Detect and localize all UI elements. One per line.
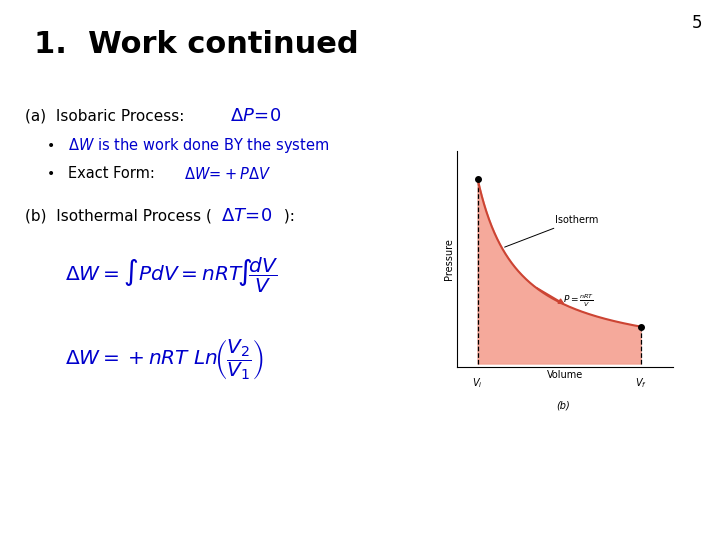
Text: 5: 5 [691, 14, 702, 31]
Text: Isotherm: Isotherm [505, 214, 598, 247]
Text: •: • [47, 167, 55, 181]
Text: $\Delta W\!=\!+P\Delta V$: $\Delta W\!=\!+P\Delta V$ [184, 166, 271, 182]
X-axis label: Volume: Volume [547, 370, 583, 380]
Text: 1.  Work continued: 1. Work continued [34, 30, 359, 59]
Text: ):: ): [279, 208, 295, 224]
Text: $\Delta W = +nRT\ Ln\!\left(\dfrac{V_2}{V_1}\right)$: $\Delta W = +nRT\ Ln\!\left(\dfrac{V_2}{… [65, 336, 264, 382]
Text: (b): (b) [557, 401, 570, 410]
Text: •: • [47, 139, 55, 153]
Text: $\Delta W$ is the work done BY the system: $\Delta W$ is the work done BY the syste… [68, 136, 330, 156]
Text: $\Delta W = \int PdV = nRT\!\int\!\dfrac{dV}{V}$: $\Delta W = \int PdV = nRT\!\int\!\dfrac… [65, 256, 279, 295]
Text: $\Delta P\!=\!0$: $\Delta P\!=\!0$ [230, 107, 282, 125]
Text: $P = \frac{nRT}{V}$: $P = \frac{nRT}{V}$ [563, 293, 594, 309]
Text: (b)  Isothermal Process (: (b) Isothermal Process ( [25, 208, 212, 224]
Text: $V_f$: $V_f$ [634, 376, 647, 390]
Text: Exact Form:: Exact Form: [68, 166, 169, 181]
Text: $\Delta T\!=\!0$: $\Delta T\!=\!0$ [221, 207, 273, 225]
Y-axis label: Pressure: Pressure [444, 238, 454, 280]
Text: $V_i$: $V_i$ [472, 376, 483, 390]
Text: (a)  Isobaric Process:: (a) Isobaric Process: [25, 109, 199, 124]
